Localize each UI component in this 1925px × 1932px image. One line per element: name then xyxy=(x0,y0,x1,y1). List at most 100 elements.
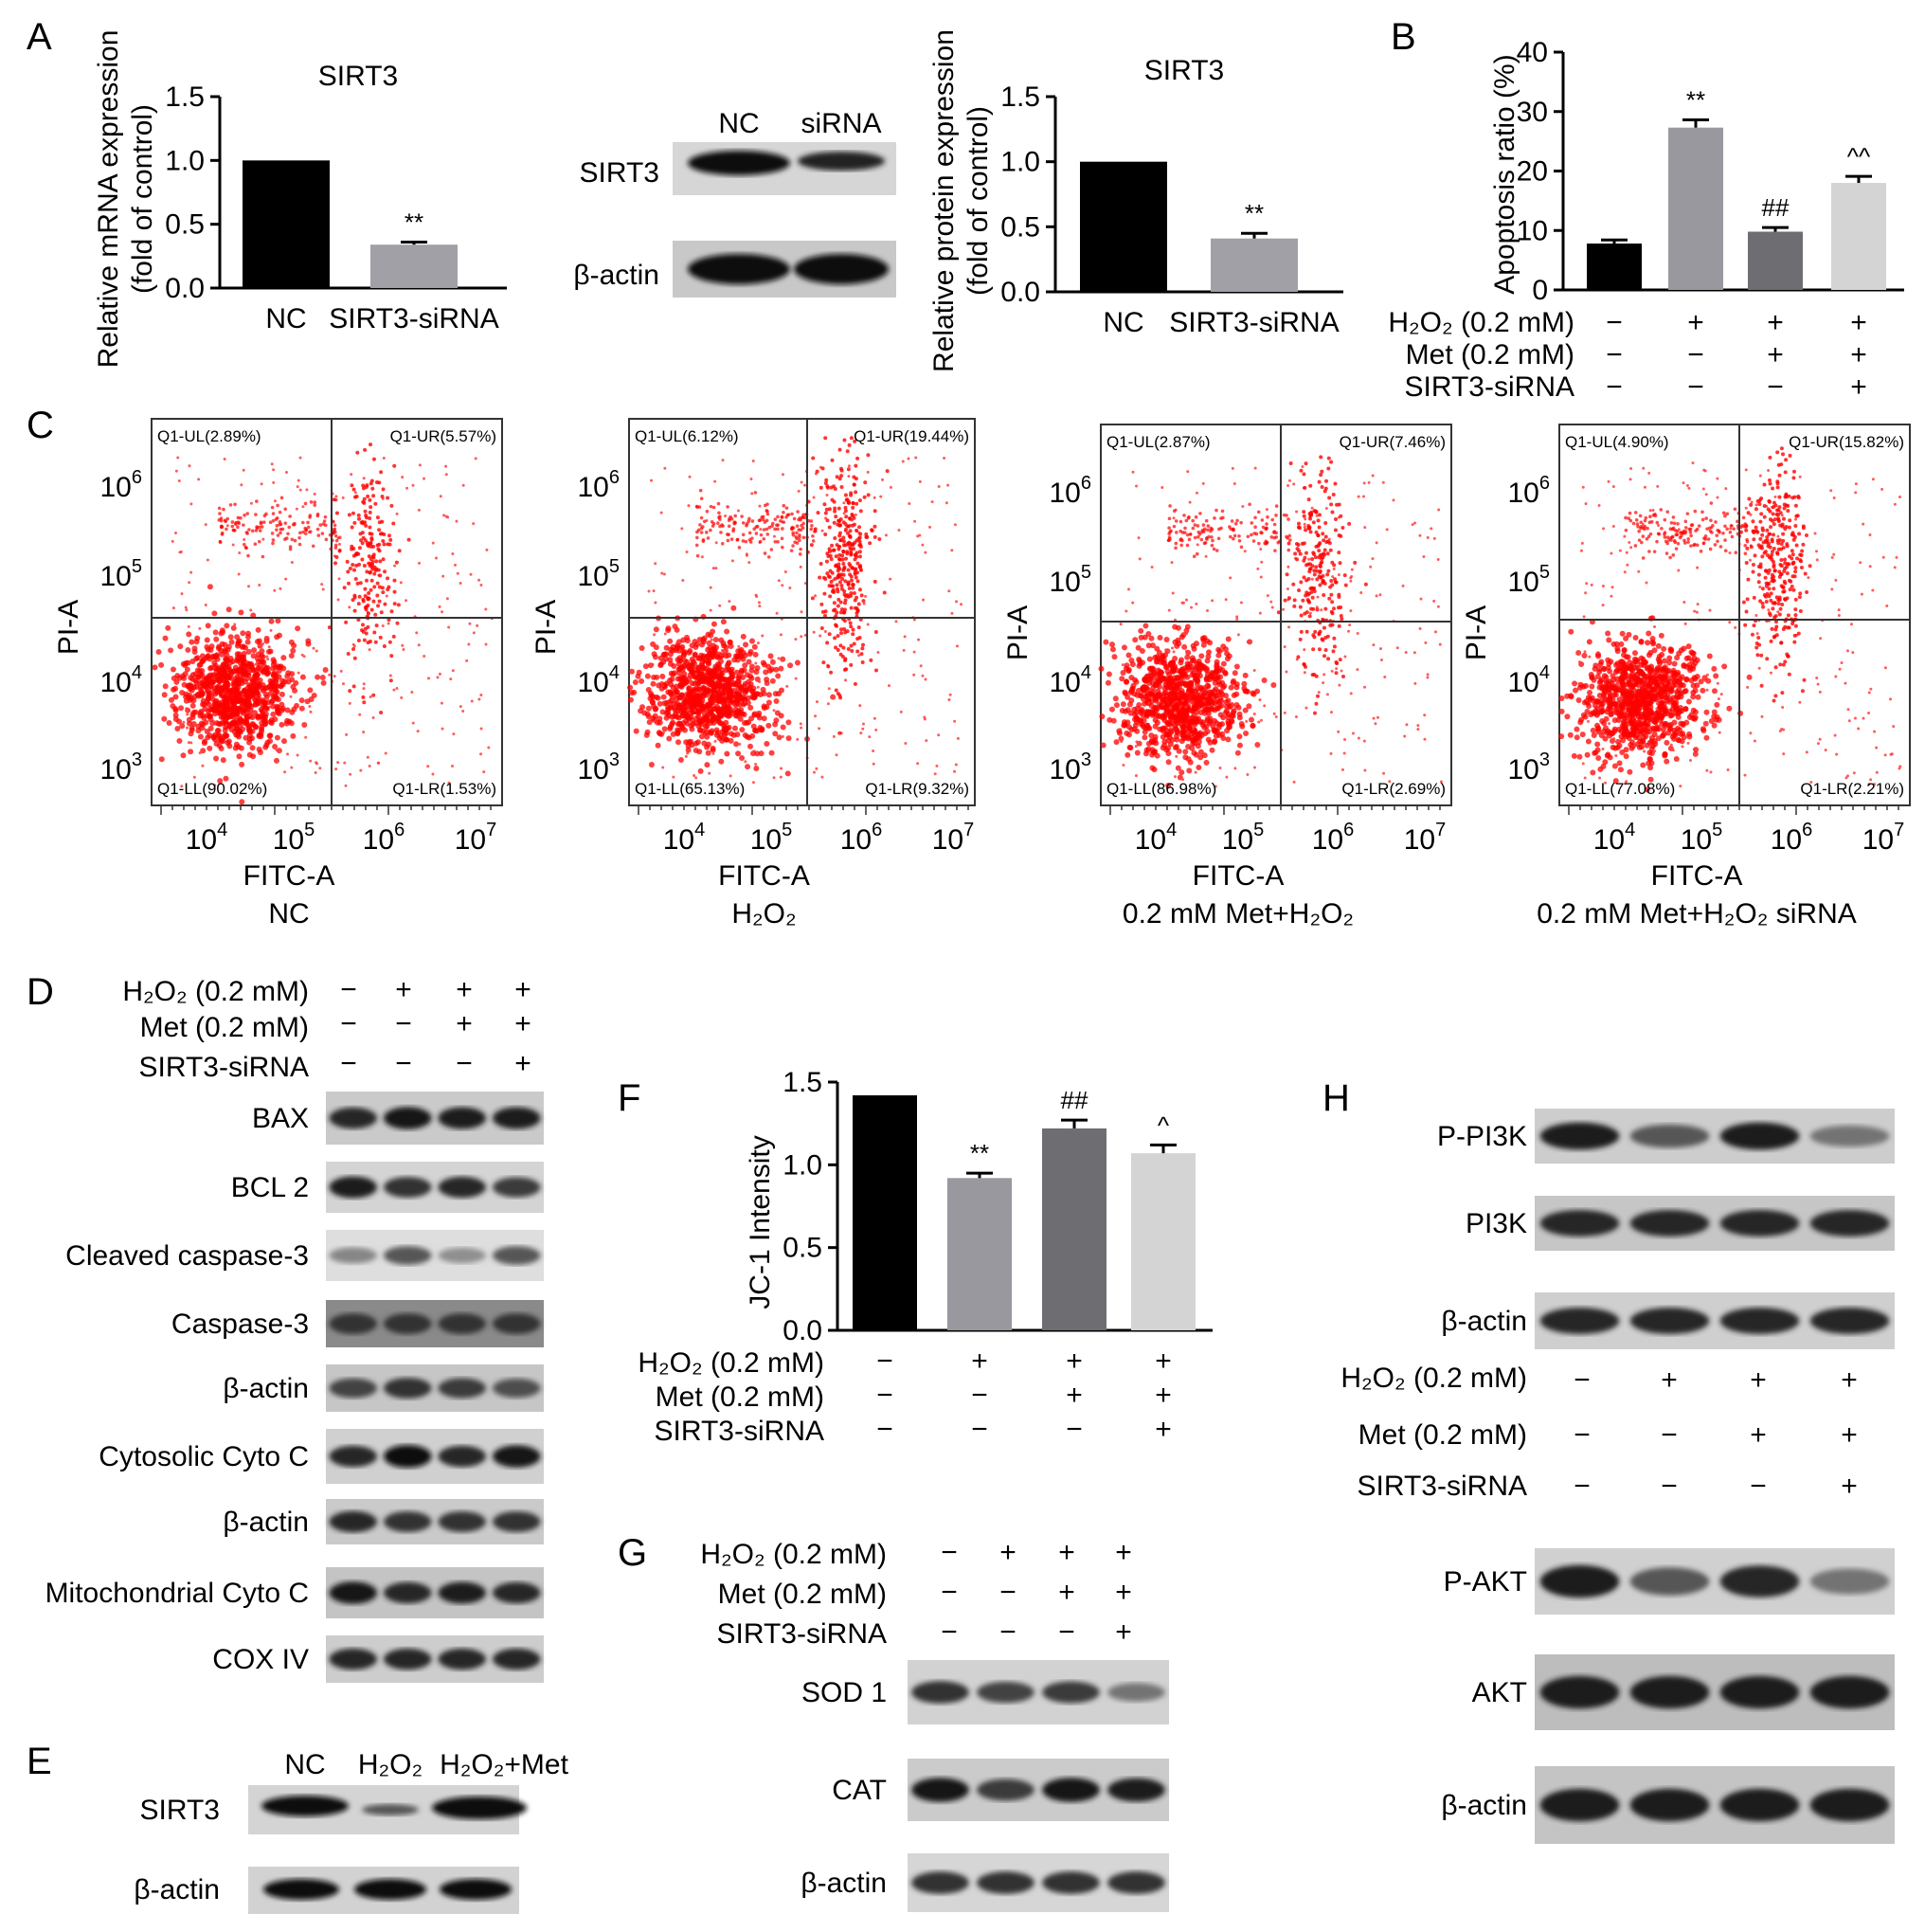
flow-plot-3-caption: 0.2 mM Met+H₂O₂ siRNA xyxy=(1537,898,1857,930)
chart-a-mrna-ylabel-1: Relative mRNA expression xyxy=(93,30,124,369)
chart-f-sign-sirna-2: − xyxy=(1066,1414,1083,1445)
blot-g-row-0-band-3 xyxy=(1107,1683,1165,1702)
blot-h-row-h2o2: H₂O₂ (0.2 mM) xyxy=(1340,1363,1527,1394)
blot-h-top-label-2: β-actin xyxy=(1441,1306,1527,1337)
blot-d-sign-sirna-3: + xyxy=(514,1048,531,1079)
flow-plot-3-xtick-7: 107 xyxy=(1862,820,1905,856)
chart-b-sig-1: ** xyxy=(1686,86,1705,115)
flow-plot-0-ytick-6: 106 xyxy=(100,467,143,503)
chart-a-protein-tick-2: 1.0 xyxy=(1000,147,1040,178)
blot-a-lane-1: siRNA xyxy=(801,108,881,139)
blot-d-sign-h2o2-3: + xyxy=(514,974,531,1005)
chart-a-protein: SIRT3 Relative protein expression (fold … xyxy=(928,29,1343,372)
blot-h-row-sirna: SIRT3-siRNA xyxy=(1358,1471,1527,1502)
blot-g-sign-met-2: + xyxy=(1058,1577,1075,1608)
flow-plot-1-xlabel: FITC-A xyxy=(718,860,810,892)
chart-f-tick-3: 1.5 xyxy=(783,1067,822,1098)
flow-plot-1-ytick-4: 104 xyxy=(578,662,621,698)
chart-f-sig-2: ## xyxy=(1061,1086,1088,1114)
flow-plot-0-ul: Q1-UL(2.89%) xyxy=(157,427,261,445)
blot-h-top-row-1-band-1 xyxy=(1629,1210,1710,1237)
blot-g-row-sirna: SIRT3-siRNA xyxy=(717,1618,887,1650)
flow-plot-2-xlabel: FITC-A xyxy=(1193,860,1285,892)
blot-e-lane-1: H₂O₂ xyxy=(358,1749,423,1780)
blot-h-sign-met-0: − xyxy=(1574,1419,1591,1451)
blot-h-top-label-0: P-PI3K xyxy=(1437,1121,1527,1152)
blot-d: H₂O₂ (0.2 mM) Met (0.2 mM) SIRT3-siRNA −… xyxy=(45,974,544,1683)
blot-h-bottom-label-0: P-AKT xyxy=(1444,1566,1527,1598)
blot-g-sign-h2o2-3: + xyxy=(1115,1537,1132,1568)
blot-h-bottom-row-2-band-0 xyxy=(1539,1788,1620,1822)
flow-plot-2-lr: Q1-LR(2.69%) xyxy=(1341,780,1446,798)
chart-f-sign-met-1: − xyxy=(971,1380,988,1411)
blot-h-sign-h2o2-1: + xyxy=(1661,1364,1678,1396)
flow-plot-2-ytick-5: 105 xyxy=(1050,562,1092,598)
blot-g-row-0-band-0 xyxy=(911,1681,969,1704)
flow-plot-2-ylabel: PI-A xyxy=(1002,605,1034,660)
blot-h-sign-sirna-1: − xyxy=(1661,1471,1678,1502)
flow-plot-2-ytick-3: 103 xyxy=(1050,749,1092,785)
blot-h-top-row-1-band-2 xyxy=(1719,1210,1800,1237)
chart-a-protein-bar-1 xyxy=(1211,238,1298,292)
flow-plot-1-ur: Q1-UR(19.44%) xyxy=(854,427,969,445)
chart-b-sign-sirna-3: + xyxy=(1850,371,1867,403)
blot-d-row-3-band-0 xyxy=(329,1313,378,1334)
chart-a-protein-sig-1: ** xyxy=(1245,199,1264,227)
chart-f-bar-0 xyxy=(853,1094,917,1330)
chart-b-bar-3 xyxy=(1831,183,1886,290)
chart-b-tick-1: 10 xyxy=(1517,215,1548,246)
flow-plot-0-xtick-5: 105 xyxy=(273,820,315,856)
blot-a-lane-0: NC xyxy=(718,108,759,139)
blot-d-sign-h2o2-2: + xyxy=(456,974,473,1005)
blot-h-bottom-row-1-band-1 xyxy=(1629,1675,1710,1709)
blot-h-bottom-row-1-band-0 xyxy=(1539,1675,1620,1709)
flow-plot-2-xtick-6: 106 xyxy=(1312,820,1355,856)
chart-a-protein-tick-0: 0.0 xyxy=(1000,277,1040,308)
blot-d-label-8: COX IV xyxy=(212,1644,309,1675)
blot-d-row-5-band-1 xyxy=(383,1445,432,1468)
panel-letter-b: B xyxy=(1391,16,1416,58)
blot-g-sign-h2o2-1: + xyxy=(999,1537,1016,1568)
blot-h-sign-met-1: − xyxy=(1661,1419,1678,1451)
blot-h-bottom-row-0-band-1 xyxy=(1629,1567,1710,1596)
blot-g-row-0-band-2 xyxy=(1042,1681,1100,1704)
chart-a-protein-cat-0: NC xyxy=(1103,307,1143,338)
flow-plot-3-xtick-5: 105 xyxy=(1681,820,1723,856)
blot-e-lane-2: H₂O₂+Met xyxy=(440,1749,568,1780)
chart-b-bar-0 xyxy=(1587,244,1642,290)
blot-d-row-2-band-2 xyxy=(438,1247,487,1264)
chart-a-mrna-bar-1 xyxy=(370,244,458,288)
panel-letter-e: E xyxy=(27,1741,52,1782)
blot-d-row-met: Met (0.2 mM) xyxy=(140,1012,309,1043)
blot-h-top-row-2-band-3 xyxy=(1809,1308,1890,1334)
flow-plot-2-caption: 0.2 mM Met+H₂O₂ xyxy=(1123,898,1354,930)
flow-plot-3-ytick-6: 106 xyxy=(1508,473,1551,509)
chart-a-mrna-tick-3: 1.5 xyxy=(165,81,205,113)
blot-h-bottom-row-2-band-1 xyxy=(1629,1788,1710,1822)
chart-b-sign-h2o2-3: + xyxy=(1850,307,1867,338)
blot-d-row-1-band-1 xyxy=(383,1177,432,1198)
blot-d-row-8-band-3 xyxy=(492,1648,541,1670)
flow-plot-0: Q1-UL(2.89%) Q1-UR(5.57%) Q1-LL(90.02%) Q1-… xyxy=(53,418,503,930)
panel-letter-c: C xyxy=(27,405,54,446)
blot-d-row-4-band-2 xyxy=(438,1378,487,1399)
blot-e-row-0: SIRT3 xyxy=(140,1795,220,1826)
blot-d-sign-sirna-0: − xyxy=(340,1048,357,1079)
chart-f-sign-h2o2-2: + xyxy=(1066,1345,1083,1377)
chart-a-protein-ylabel-1: Relative protein expression xyxy=(928,29,960,372)
blot-g-label-0: SOD 1 xyxy=(801,1677,887,1708)
blot-d-sign-met-2: + xyxy=(456,1008,473,1039)
blot-d-sign-met-1: − xyxy=(395,1008,412,1039)
chart-b-tick-3: 30 xyxy=(1517,97,1548,128)
blot-d-row-7-band-1 xyxy=(383,1581,432,1604)
chart-b-sign-h2o2-1: + xyxy=(1687,307,1704,338)
blot-g-row-met: Met (0.2 mM) xyxy=(718,1579,887,1610)
chart-a-protein-bar-0 xyxy=(1080,161,1167,292)
blot-h-top-row-0-band-1 xyxy=(1629,1124,1710,1148)
chart-f-sign-sirna-3: + xyxy=(1155,1414,1172,1445)
blot-d-label-5: Cytosolic Cyto C xyxy=(99,1441,309,1472)
chart-a-mrna-title: SIRT3 xyxy=(318,61,398,92)
blot-d-row-3-band-3 xyxy=(492,1313,541,1334)
flow-plot-1-ytick-3: 103 xyxy=(578,749,621,785)
chart-f-bar-1 xyxy=(947,1178,1012,1330)
